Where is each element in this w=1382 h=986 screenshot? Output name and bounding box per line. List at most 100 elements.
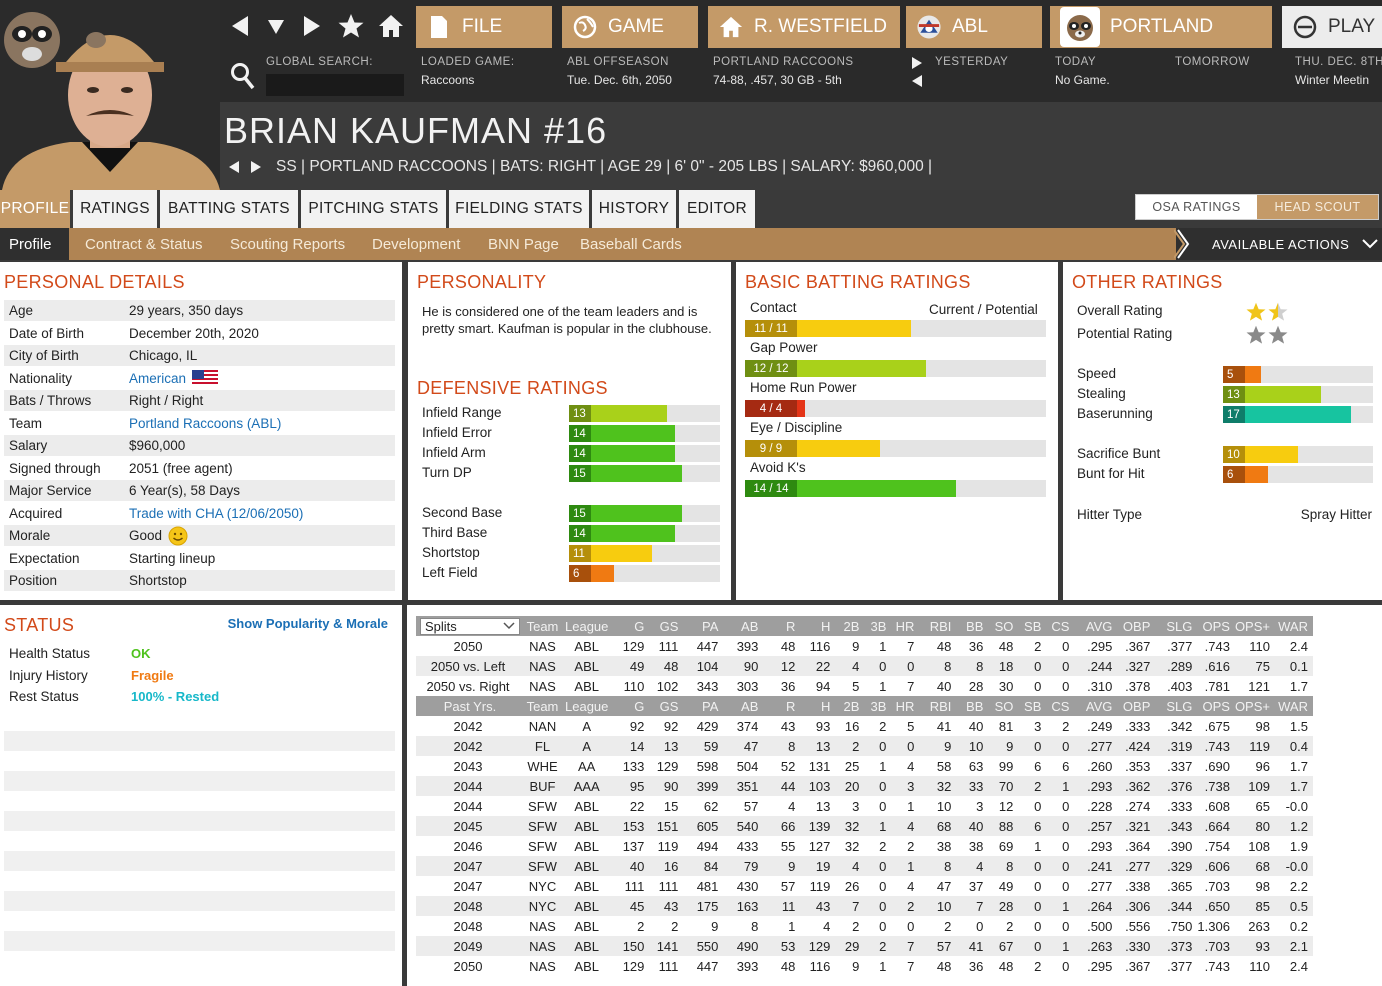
tab-pitching-stats[interactable]: PITCHING STATS bbox=[301, 190, 446, 228]
detail-value-text[interactable]: American bbox=[129, 370, 187, 386]
rating-bar-fill bbox=[569, 505, 682, 522]
subnav-scouting-reports[interactable]: Scouting Reports bbox=[230, 235, 346, 253]
column-header[interactable]: SLG bbox=[1155, 696, 1198, 716]
column-header[interactable]: SB bbox=[1018, 696, 1047, 716]
stats-cell: NAS bbox=[529, 678, 556, 694]
forward-arrow-icon[interactable] bbox=[300, 14, 324, 38]
column-header[interactable]: AVG bbox=[1074, 616, 1118, 636]
column-header[interactable]: G bbox=[613, 696, 650, 716]
tab-editor[interactable]: EDITOR bbox=[679, 190, 755, 228]
tab-history[interactable]: HISTORY bbox=[592, 190, 676, 228]
stats-cell: 36 bbox=[968, 638, 984, 654]
global-search-input[interactable] bbox=[266, 74, 404, 96]
column-header[interactable]: R bbox=[763, 696, 801, 716]
column-header[interactable]: AB bbox=[723, 616, 764, 636]
column-header[interactable]: SLG bbox=[1155, 616, 1198, 636]
subnav-profile[interactable]: Profile bbox=[0, 228, 69, 260]
column-header[interactable]: GS bbox=[649, 696, 684, 716]
detail-label: Morale bbox=[9, 528, 51, 543]
dropdown-arrow-icon[interactable] bbox=[266, 14, 286, 38]
stats-cell: 7 bbox=[835, 896, 865, 916]
stats-cell: 119 bbox=[657, 838, 679, 854]
column-header[interactable]: 3B bbox=[864, 696, 892, 716]
column-header[interactable]: WAR bbox=[1274, 616, 1313, 636]
column-header[interactable]: PA bbox=[683, 616, 724, 636]
column-header[interactable]: Team bbox=[525, 696, 565, 716]
column-header[interactable]: OPS bbox=[1197, 616, 1235, 636]
search-icon[interactable] bbox=[230, 62, 256, 90]
column-header[interactable]: PA bbox=[683, 696, 724, 716]
subnav-contract-status[interactable]: Contract & Status bbox=[85, 235, 203, 253]
column-header[interactable]: OBP bbox=[1117, 696, 1156, 716]
column-header[interactable]: 2B bbox=[835, 616, 865, 636]
back-small-arrow-icon[interactable] bbox=[911, 74, 923, 88]
league-button[interactable]: ABL bbox=[906, 6, 1042, 48]
yesterday-label[interactable]: YESTERDAY bbox=[935, 56, 1009, 68]
play-arrow-icon[interactable] bbox=[911, 56, 923, 70]
column-header[interactable]: BB bbox=[956, 696, 989, 716]
detail-value[interactable]: Trade with CHA (12/06/2050) bbox=[129, 506, 303, 521]
column-header[interactable]: OPS+ bbox=[1234, 696, 1275, 716]
tab-batting-stats[interactable]: BATTING STATS bbox=[160, 190, 298, 228]
osa-ratings-toggle[interactable]: OSA RATINGS bbox=[1136, 195, 1257, 219]
column-header[interactable]: 2B bbox=[835, 696, 865, 716]
play-button[interactable]: PLAY bbox=[1282, 6, 1382, 48]
stats-row: 2042 NAN A 92 92 429 374 43 93 16 2 5 41 40 81 3 2 .249 .3… bbox=[416, 716, 1313, 736]
stats-cell: 131 bbox=[808, 758, 831, 774]
head-scout-toggle[interactable]: HEAD SCOUT bbox=[1257, 195, 1378, 219]
game-button[interactable]: GAME bbox=[562, 6, 698, 48]
column-header[interactable]: HR bbox=[891, 696, 920, 716]
column-header[interactable]: AVG bbox=[1074, 696, 1118, 716]
column-header[interactable]: GS bbox=[649, 616, 684, 636]
next-player-icon[interactable] bbox=[250, 160, 262, 174]
column-header[interactable]: OPS bbox=[1197, 696, 1235, 716]
column-header[interactable]: CS bbox=[1046, 696, 1075, 716]
column-header[interactable]: SB bbox=[1018, 616, 1047, 636]
column-header[interactable]: H bbox=[800, 616, 836, 636]
detail-value[interactable]: Portland Raccoons (ABL) bbox=[129, 416, 281, 431]
subnav-baseball-cards[interactable]: Baseball Cards bbox=[580, 235, 682, 253]
column-header[interactable]: SO bbox=[988, 696, 1019, 716]
subnav-bnn-page[interactable]: BNN Page bbox=[488, 235, 559, 253]
column-header[interactable]: G bbox=[613, 616, 650, 636]
stats-cell: .306 bbox=[1117, 896, 1156, 916]
detail-value-text[interactable]: Trade with CHA (12/06/2050) bbox=[129, 505, 304, 521]
back-arrow-icon[interactable] bbox=[228, 14, 252, 38]
column-header[interactable]: SO bbox=[988, 616, 1019, 636]
column-header[interactable]: HR bbox=[891, 616, 920, 636]
splits-select[interactable]: Splits bbox=[420, 617, 520, 635]
tomorrow-label[interactable]: TOMORROW bbox=[1175, 56, 1250, 68]
column-header[interactable]: H bbox=[800, 696, 836, 716]
available-actions-button[interactable]: AVAILABLE ACTIONS bbox=[1174, 228, 1382, 260]
column-header[interactable]: WAR bbox=[1274, 696, 1313, 716]
column-header[interactable]: Team bbox=[525, 616, 565, 636]
stats-cell: 9 bbox=[852, 958, 860, 974]
manager-button[interactable]: R. WESTFIELD bbox=[708, 6, 900, 48]
column-header[interactable]: League bbox=[565, 696, 614, 716]
file-button[interactable]: FILE bbox=[416, 6, 552, 48]
column-header[interactable]: RBI bbox=[919, 616, 957, 636]
detail-value[interactable]: American bbox=[129, 370, 219, 386]
tab-profile[interactable]: PROFILE bbox=[0, 190, 70, 228]
tab-fielding-stats[interactable]: FIELDING STATS bbox=[449, 190, 589, 228]
show-popularity-link[interactable]: Show Popularity & Morale bbox=[227, 616, 388, 631]
column-header[interactable]: OPS+ bbox=[1234, 616, 1275, 636]
column-header[interactable]: OBP bbox=[1117, 616, 1156, 636]
splits-select-cell[interactable]: Splits bbox=[416, 616, 525, 636]
subnav-development[interactable]: Development bbox=[372, 235, 461, 253]
team-button[interactable]: PORTLAND bbox=[1050, 6, 1272, 48]
column-header[interactable]: BB bbox=[956, 616, 989, 636]
column-header[interactable]: RBI bbox=[919, 696, 957, 716]
home-icon[interactable] bbox=[378, 13, 404, 39]
column-header[interactable]: 3B bbox=[864, 616, 892, 636]
column-header[interactable]: R bbox=[763, 616, 801, 636]
stats-cell: 481 bbox=[696, 878, 719, 894]
column-header[interactable]: CS bbox=[1046, 616, 1075, 636]
star-icon[interactable] bbox=[338, 13, 364, 39]
prev-player-icon[interactable] bbox=[228, 160, 240, 174]
column-header[interactable]: League bbox=[565, 616, 614, 636]
tab-ratings[interactable]: RATINGS bbox=[73, 190, 157, 228]
detail-value-text[interactable]: Portland Raccoons (ABL) bbox=[129, 415, 282, 431]
column-header[interactable]: AB bbox=[723, 696, 764, 716]
stats-cell: 1 bbox=[879, 758, 887, 774]
